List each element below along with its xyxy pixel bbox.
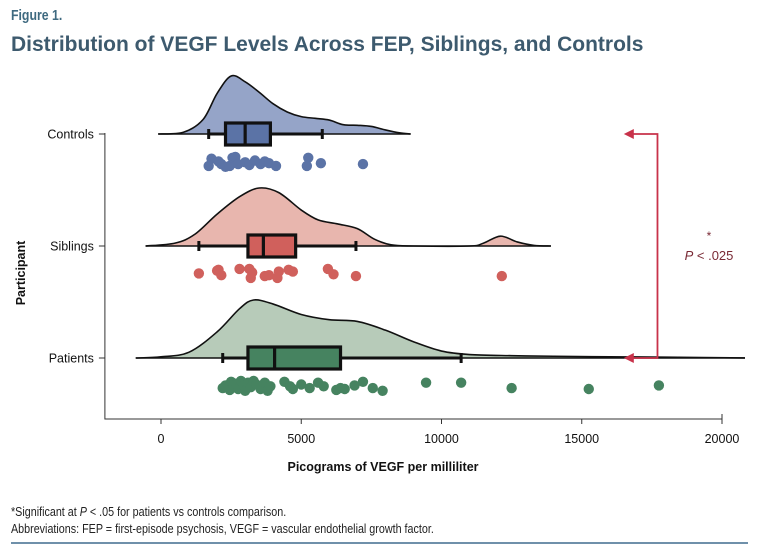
data-point-siblings — [211, 265, 223, 276]
data-point-siblings — [234, 263, 245, 275]
footnote-text: *Significant at — [11, 505, 80, 519]
footnote-text-end: < .05 for patients vs controls compariso… — [86, 505, 287, 519]
figure-title: Distribution of VEGF Levels Across FEP, … — [11, 33, 644, 56]
data-point-controls — [301, 160, 313, 172]
data-point-controls — [315, 158, 327, 169]
iqr-box-patients — [246, 345, 343, 371]
data-point-patients — [265, 381, 276, 392]
density-controls — [158, 75, 411, 134]
y-tick-label: Patients — [49, 352, 94, 366]
density-patients — [135, 299, 745, 358]
density-outline-siblings — [145, 187, 551, 248]
iqr-box-siblings — [246, 233, 298, 259]
significance-bracket — [631, 133, 659, 359]
axes — [104, 133, 723, 420]
x-ticks: 0 5000 10000 15000 20000 — [158, 419, 740, 446]
x-tick-label: 20000 — [705, 432, 740, 446]
x-axis-label: Picograms of VEGF per milliliter — [287, 460, 478, 474]
data-point-patients — [357, 376, 369, 387]
data-point-patients — [420, 377, 432, 388]
significance-p-value: P < .025 — [685, 248, 734, 263]
y-axis-label: Participant — [14, 240, 28, 305]
significance-annotation: * P < .025 — [623, 129, 734, 363]
footnote-abbreviations: Abbreviations: FEP = first-episode psych… — [11, 522, 434, 536]
data-point-siblings — [193, 268, 205, 279]
raincloud-chart: 0 5000 10000 15000 20000 Controls Siblings Pat… — [14, 74, 745, 474]
data-point-patients — [506, 382, 517, 394]
data-point-patients — [304, 382, 315, 394]
data-point-patients — [455, 377, 467, 388]
figure-label: Figure 1. — [11, 7, 63, 24]
footnote-p: P — [79, 505, 87, 519]
data-point-patients — [296, 379, 307, 390]
data-point-siblings — [245, 272, 256, 284]
data-point-patients — [367, 382, 378, 394]
data-point-patients — [583, 383, 594, 395]
data-point-siblings — [287, 266, 299, 277]
data-point-patients — [339, 383, 350, 395]
points-layer — [193, 151, 665, 396]
x-tick-label: 10000 — [424, 432, 459, 446]
arrowhead-controls — [623, 129, 634, 139]
data-point-patients — [377, 385, 388, 396]
data-point-siblings — [328, 269, 339, 280]
data-point-siblings — [350, 270, 362, 282]
data-point-siblings — [272, 272, 283, 284]
density-outline-patients — [135, 299, 745, 359]
data-point-patients — [287, 383, 299, 395]
data-point-patients — [318, 381, 329, 392]
x-tick-label: 5000 — [287, 432, 315, 446]
axis-frame — [104, 133, 723, 420]
x-tick-label: 0 — [158, 432, 165, 446]
y-tick-label: Siblings — [50, 240, 94, 254]
density-outline-controls — [158, 74, 411, 135]
data-point-controls — [270, 160, 282, 172]
significance-star: * — [707, 229, 712, 243]
arrowhead-patients — [623, 353, 634, 363]
x-tick-label: 15000 — [564, 432, 599, 446]
data-point-siblings — [496, 270, 508, 282]
data-point-controls — [303, 152, 314, 163]
footnote-significance: *Significant at P < .05 for patients vs … — [11, 505, 286, 519]
data-point-patients — [653, 380, 665, 391]
density-siblings — [145, 187, 551, 247]
y-ticks: Controls Siblings Patients — [47, 128, 105, 366]
data-point-patients — [349, 380, 360, 391]
iqr-box-controls — [223, 121, 272, 147]
boxplot-layer — [197, 121, 463, 371]
y-tick-label: Controls — [47, 128, 94, 142]
data-point-controls — [357, 158, 369, 170]
footer-rule — [11, 542, 748, 544]
data-point-siblings — [263, 270, 275, 281]
data-point-controls — [224, 160, 235, 172]
